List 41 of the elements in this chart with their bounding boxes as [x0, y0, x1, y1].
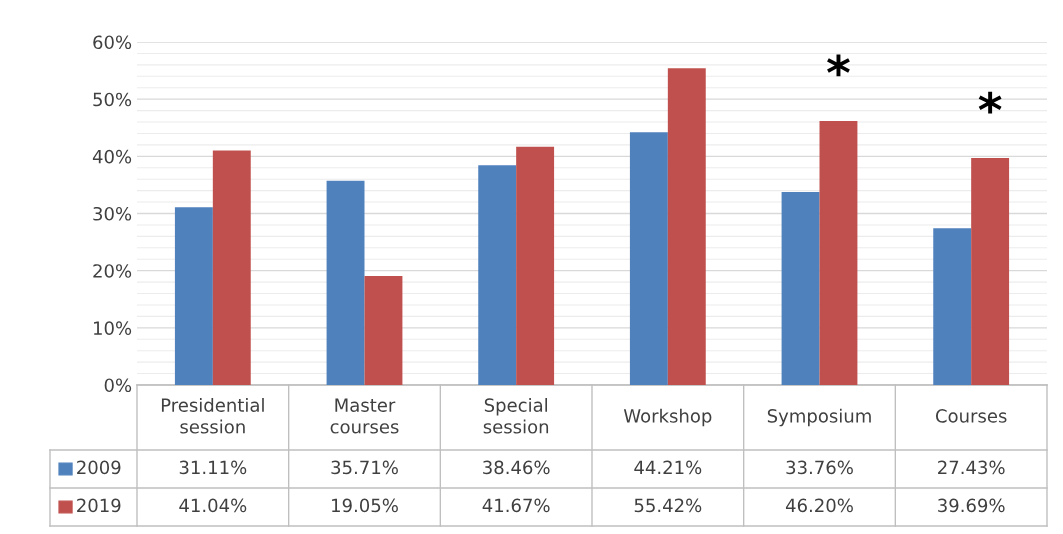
- bar: [478, 165, 517, 385]
- bar: [933, 228, 972, 385]
- bar: [326, 180, 365, 385]
- x-tick-label: Symposium: [767, 408, 871, 427]
- annotation: *: [827, 54, 850, 77]
- data-label: 27.43%: [938, 460, 1005, 475]
- y-tick-label: 20%: [93, 264, 132, 278]
- data-label: 19.05%: [332, 498, 398, 513]
- bar: [629, 132, 668, 385]
- x-tick-label: Master courses: [330, 398, 399, 434]
- data-label: 33.76%: [786, 460, 853, 475]
- x-tick-label: Special session: [483, 397, 549, 434]
- y-tick-label: 10%: [93, 321, 132, 335]
- x-tick-label: Workshop: [623, 408, 712, 427]
- data-label: 44.21%: [634, 460, 702, 475]
- legend-label: 2019: [77, 498, 121, 513]
- data-label: 31.11%: [179, 460, 247, 475]
- y-tick-label: 30%: [93, 206, 132, 221]
- bar: [819, 120, 858, 385]
- data-label: 55.42%: [634, 498, 702, 513]
- x-tick-label: Presidential session: [161, 397, 264, 434]
- y-tick-label: 40%: [92, 149, 132, 164]
- data-label: 46.20%: [785, 498, 853, 513]
- y-tick-label: 50%: [93, 92, 132, 107]
- x-tick-label: Courses: [935, 409, 1007, 423]
- data-label: 41.67%: [482, 498, 550, 513]
- data-label: 41.04%: [179, 498, 247, 513]
- data-label: 39.69%: [938, 498, 1005, 513]
- bar: [174, 207, 213, 385]
- bar: [364, 276, 403, 385]
- bar: [667, 68, 706, 385]
- annotation: *: [978, 91, 1002, 114]
- bar: [781, 192, 820, 385]
- y-tick-label: 0%: [104, 378, 132, 393]
- data-label: 38.46%: [483, 460, 550, 475]
- y-tick-label: 60%: [93, 35, 132, 50]
- bar: [212, 150, 251, 385]
- bar: [971, 158, 1010, 385]
- legend-label: 2009: [77, 460, 121, 475]
- bar: [516, 146, 555, 385]
- data-label: 35.71%: [331, 460, 398, 475]
